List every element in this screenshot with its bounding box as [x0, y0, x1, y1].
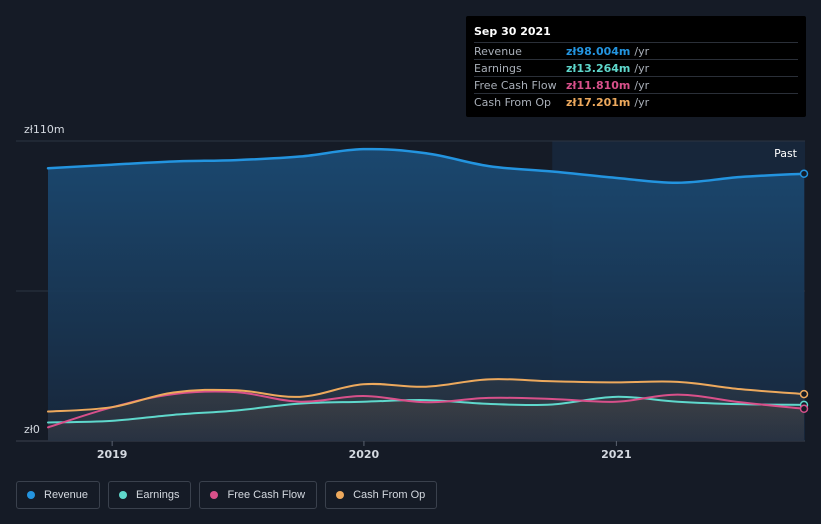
tooltip-date: Sep 30 2021 [474, 25, 551, 38]
earnings-dot-icon [119, 491, 128, 499]
x-tick-label: 2020 [349, 448, 380, 461]
cash-from-op-dot-icon [336, 491, 345, 499]
y-tick-label-bottom: zł0 [24, 423, 40, 436]
series-lines [46, 147, 806, 429]
tooltip-value: zł17.201m [566, 95, 631, 109]
series-end-point-cash-from-op [799, 389, 809, 399]
legend-label: Free Cash Flow [227, 489, 306, 501]
series-areas [48, 149, 804, 441]
tooltip-unit: /yr [634, 44, 650, 58]
series-line-cash-from-op [47, 378, 805, 413]
y-tick-label-top: zł110m [24, 123, 65, 136]
tooltip-label: Revenue [474, 44, 522, 58]
tooltip-label: Earnings [474, 61, 522, 75]
x-axis: 2019 2020 2021 [97, 441, 632, 461]
legend-item-cash-from-op[interactable]: Cash From Op [325, 481, 438, 509]
tooltip-value: zł11.810m [566, 78, 631, 92]
legend-label: Earnings [136, 489, 180, 501]
legend-label: Revenue [44, 489, 89, 501]
tooltip-label: Free Cash Flow [474, 78, 557, 92]
series-line-revenue [46, 147, 806, 184]
series-line-earnings [47, 395, 805, 424]
legend-label: Cash From Op [353, 489, 426, 501]
tooltip: Sep 30 2021 Revenue zł98.004m /yr Earnin… [466, 16, 806, 117]
past-label: Past [774, 147, 798, 160]
x-tick-label: 2019 [97, 448, 128, 461]
series-area-revenue [48, 149, 804, 441]
tooltip-row-free-cash-flow: Free Cash Flow zł11.810m /yr [474, 76, 798, 93]
tooltip-unit: /yr [634, 95, 650, 109]
tooltip-row-earnings: Earnings zł13.264m /yr [474, 59, 798, 76]
legend-item-free-cash-flow[interactable]: Free Cash Flow [199, 481, 318, 509]
tooltip-label: Cash From Op [474, 95, 552, 109]
tooltip-value: zł98.004m [566, 44, 631, 58]
tooltip-unit: /yr [634, 61, 650, 75]
series-end-point-revenue [799, 169, 809, 178]
revenue-dot-icon [27, 491, 35, 499]
tooltip-value: zł13.264m [566, 61, 631, 75]
series-line-free-cash-flow [47, 390, 805, 429]
x-tick-label: 2021 [601, 448, 632, 461]
series-end-points [799, 169, 809, 414]
legend-item-revenue[interactable]: Revenue [16, 481, 101, 509]
series-end-point-free-cash-flow [799, 404, 809, 414]
legend-item-earnings[interactable]: Earnings [108, 481, 192, 509]
series-area-cash-from-op [48, 379, 804, 441]
tooltip-unit: /yr [634, 78, 650, 92]
legend: Revenue Earnings Free Cash Flow Cash Fro… [16, 481, 438, 509]
tooltip-row-cash-from-op: Cash From Op zł17.201m /yr [474, 93, 798, 110]
tooltip-row-revenue: Revenue zł98.004m /yr [474, 42, 798, 59]
free-cash-flow-dot-icon [210, 491, 219, 499]
